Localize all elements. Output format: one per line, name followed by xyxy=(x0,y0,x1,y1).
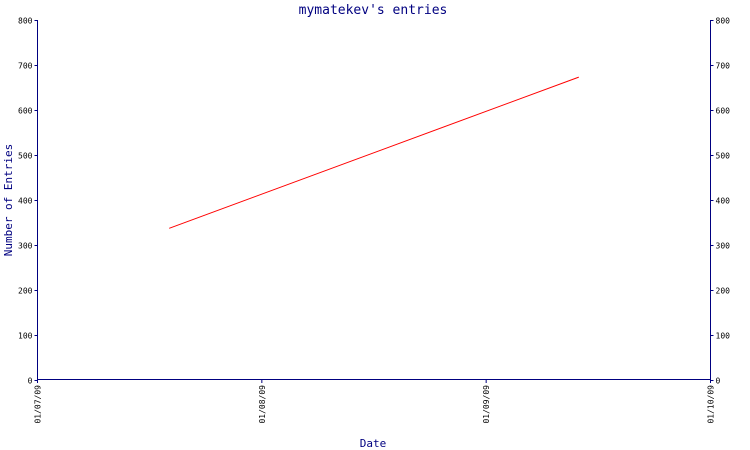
y-tick-label-left: 600 xyxy=(18,107,33,116)
y-tick-label-right: 600 xyxy=(716,107,731,116)
y-tick-label-right: 400 xyxy=(716,197,731,206)
y-tick-label-left: 300 xyxy=(18,242,33,251)
y-axis-label: Number of Entries xyxy=(2,144,15,257)
y-tick-label-left: 800 xyxy=(18,17,33,26)
plot-frame xyxy=(37,20,711,380)
y-tick-label-right: 300 xyxy=(716,242,731,251)
series-line xyxy=(169,76,579,229)
y-tick-label-right: 0 xyxy=(716,377,721,386)
y-tick-label-right: 200 xyxy=(716,287,731,296)
y-tick-label-right: 100 xyxy=(716,332,731,341)
x-axis-label: Date xyxy=(360,437,387,450)
y-tick-label-left: 500 xyxy=(18,152,33,161)
y-tick-label-right: 500 xyxy=(716,152,731,161)
y-tick-label-left: 0 xyxy=(28,377,33,386)
x-tick-label: 01/07/09 xyxy=(34,385,43,424)
x-tick-label: 01/10/09 xyxy=(707,385,716,424)
y-tick-label-left: 700 xyxy=(18,62,33,71)
y-tick-label-right: 800 xyxy=(716,17,731,26)
y-tick-label-left: 100 xyxy=(18,332,33,341)
y-ticks: 0 0 100 100 200 200 300 300 400 400 500 500 600 600 70… xyxy=(18,17,730,386)
y-tick-label-left: 200 xyxy=(18,287,33,296)
y-tick-label-left: 400 xyxy=(18,197,33,206)
chart-title: mymatekev's entries xyxy=(299,3,448,18)
x-ticks: 01/07/09 01/08/09 01/09/09 01/10/09 xyxy=(34,380,716,424)
x-tick-label: 01/09/09 xyxy=(482,385,491,424)
y-tick-label-right: 700 xyxy=(716,62,731,71)
series-layer xyxy=(169,76,579,229)
x-tick-label: 01/08/09 xyxy=(258,385,267,424)
